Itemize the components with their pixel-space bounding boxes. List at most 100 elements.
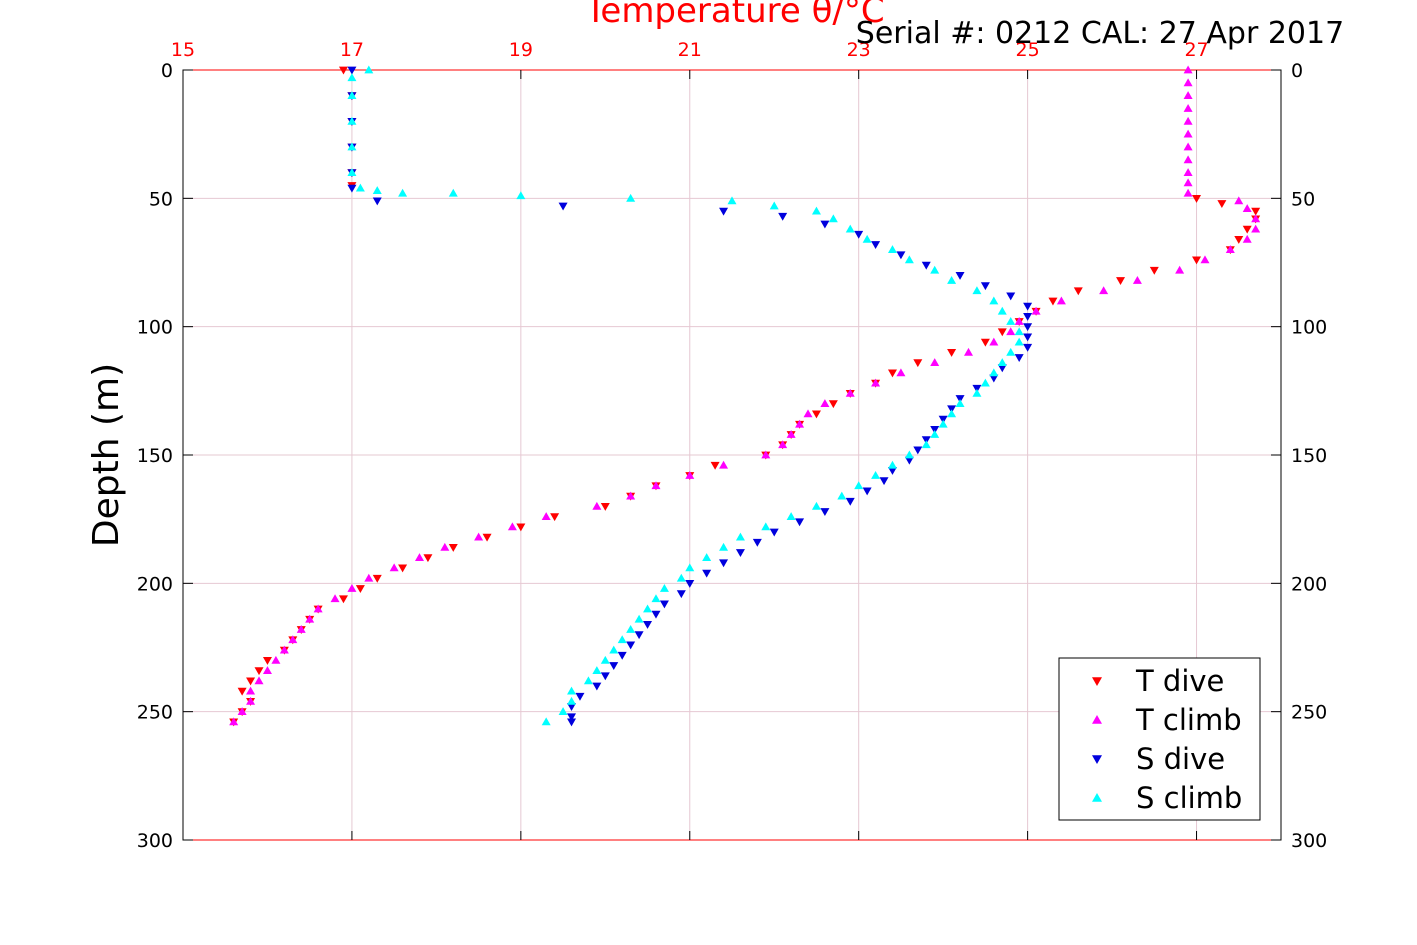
data-point: [871, 378, 881, 387]
data-point: [609, 662, 619, 670]
data-point: [887, 467, 897, 475]
data-point: [1251, 224, 1261, 233]
data-point: [904, 450, 914, 459]
data-point: [904, 456, 914, 465]
data-point: [355, 183, 365, 192]
data-point: [1006, 317, 1016, 325]
legend-box: [1058, 657, 1261, 821]
data-point: [1175, 265, 1185, 274]
data-point: [1183, 65, 1193, 74]
data-point: [600, 655, 610, 664]
data-point: [930, 425, 940, 434]
data-point: [702, 553, 712, 562]
data-point: [347, 583, 357, 592]
legend-label: S dive: [1136, 742, 1225, 776]
x-tick-label: 15: [171, 39, 195, 61]
data-point: [1251, 214, 1261, 223]
data-point: [1014, 317, 1024, 325]
x-tick-label: 25: [1016, 39, 1040, 61]
data-point: [1183, 129, 1193, 138]
data-point: [372, 574, 382, 583]
legend-marker: [1092, 793, 1102, 802]
data-point: [423, 554, 433, 563]
legend: T dive T climb S dive S climb: [1058, 657, 1261, 821]
data-point: [786, 429, 796, 438]
y-ticks: 0 0 50 50 100 100 150 150 200 200 250 250 300 300: [137, 60, 1328, 852]
legend-label: T dive: [1135, 664, 1224, 698]
data-point: [972, 384, 982, 393]
data-point: [541, 717, 551, 726]
data-point: [347, 168, 357, 177]
y-tick-label-right: 200: [1291, 573, 1327, 595]
data-point: [862, 234, 872, 243]
data-point: [913, 446, 923, 455]
legend-label: S climb: [1136, 781, 1242, 815]
data-point: [1006, 327, 1016, 336]
data-point: [1023, 333, 1033, 342]
data-point: [482, 533, 492, 542]
data-point: [254, 667, 264, 676]
data-point: [685, 563, 695, 572]
data-point: [947, 405, 957, 414]
data-point: [626, 641, 636, 650]
x-tick-label: 27: [1184, 39, 1208, 61]
data-point: [364, 573, 374, 582]
data-point: [643, 621, 653, 629]
data-point: [237, 707, 247, 716]
y-tick-label-left: 150: [137, 445, 173, 467]
data-point: [626, 625, 636, 633]
data-point: [702, 569, 712, 578]
data-point: [972, 388, 982, 397]
y-tick-label-right: 300: [1291, 830, 1327, 852]
data-point: [980, 378, 990, 387]
data-point: [1183, 91, 1193, 100]
data-point: [845, 497, 855, 506]
y-tick-label-left: 300: [137, 830, 173, 852]
data-point: [820, 508, 830, 516]
data-point: [1217, 200, 1227, 208]
x-tick-label: 19: [509, 39, 533, 61]
data-point: [921, 261, 931, 270]
data-point: [921, 436, 931, 445]
data-point: [634, 631, 644, 640]
data-point: [1183, 142, 1193, 151]
x-tick-label: 21: [678, 39, 702, 61]
data-point: [752, 538, 762, 547]
data-point: [896, 251, 906, 260]
data-point: [355, 585, 365, 593]
data-point: [575, 692, 585, 701]
data-point: [592, 501, 602, 510]
y-axis-label: Depth (m): [86, 363, 127, 547]
data-point: [617, 651, 627, 660]
data-point: [567, 703, 577, 712]
data-point: [659, 600, 669, 609]
data-point: [626, 193, 636, 202]
data-point: [803, 409, 813, 418]
data-point: [1014, 337, 1024, 346]
data-point: [1183, 188, 1193, 197]
data-point: [288, 635, 298, 644]
y-tick-label-right: 0: [1291, 60, 1303, 82]
data-point: [811, 206, 821, 215]
data-point: [1023, 343, 1033, 352]
data-point: [710, 461, 720, 470]
y-tick-label-left: 0: [161, 60, 173, 82]
data-point: [1192, 194, 1202, 203]
chart-title: Temperature θ/°C: [584, 0, 884, 31]
data-point: [1014, 354, 1024, 362]
data-point: [347, 91, 357, 100]
legend-label: T climb: [1135, 703, 1242, 737]
data-point: [997, 328, 1007, 337]
data-point: [246, 686, 256, 695]
data-point: [1048, 297, 1058, 306]
data-point: [1031, 306, 1041, 315]
data-point: [719, 207, 729, 216]
data-point: [735, 532, 745, 541]
data-point: [1023, 302, 1033, 311]
data-point: [980, 338, 990, 347]
data-point: [676, 590, 686, 599]
data-point: [347, 66, 357, 75]
data-point: [887, 369, 897, 378]
data-point: [811, 410, 821, 419]
x-tick-label: 23: [847, 39, 871, 61]
